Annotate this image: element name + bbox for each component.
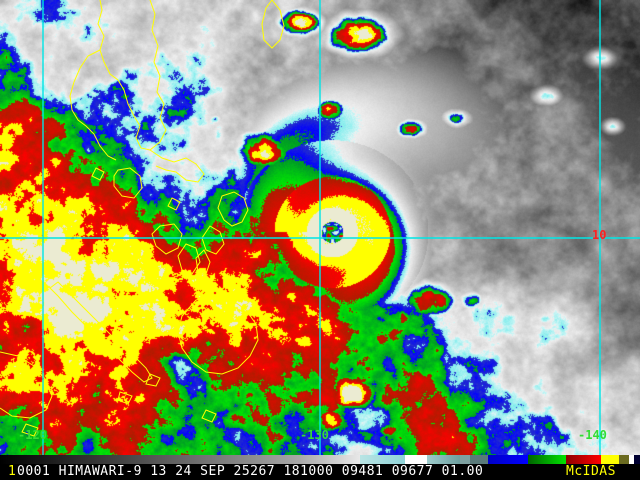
enhancement-colorbar[interactable] xyxy=(0,455,640,464)
colorbar-segment-10 xyxy=(601,455,619,464)
status-bar-fields: 0001 HIMAWARI-9 13 24 SEP 25267 181000 0… xyxy=(17,464,484,479)
mcidas-label: McIDAS xyxy=(566,464,616,479)
colorbar-segment-9 xyxy=(566,455,601,464)
satellite-image-canvas[interactable] xyxy=(0,0,640,455)
status-bar-text: 1 0001 HIMAWARI-9 13 24 SEP 25267 181000… xyxy=(0,464,640,480)
colorbar-segment-13 xyxy=(634,455,640,464)
colorbar-segment-8 xyxy=(528,455,566,464)
colorbar-segment-12 xyxy=(629,455,634,464)
colorbar-segment-5 xyxy=(460,455,470,464)
colorbar-segment-0 xyxy=(0,455,300,464)
infrared-satellite-raster xyxy=(0,0,640,455)
colorbar-segment-3 xyxy=(405,455,427,464)
colorbar-segment-1 xyxy=(300,455,360,464)
frame-prefix-label: 1 xyxy=(8,464,17,479)
colorbar-segment-11 xyxy=(619,455,629,464)
status-bar: 1 0001 HIMAWARI-9 13 24 SEP 25267 181000… xyxy=(0,455,640,480)
colorbar-segment-7 xyxy=(488,455,528,464)
colorbar-segment-6 xyxy=(470,455,488,464)
colorbar-segment-2 xyxy=(360,455,405,464)
colorbar-segment-4 xyxy=(427,455,460,464)
